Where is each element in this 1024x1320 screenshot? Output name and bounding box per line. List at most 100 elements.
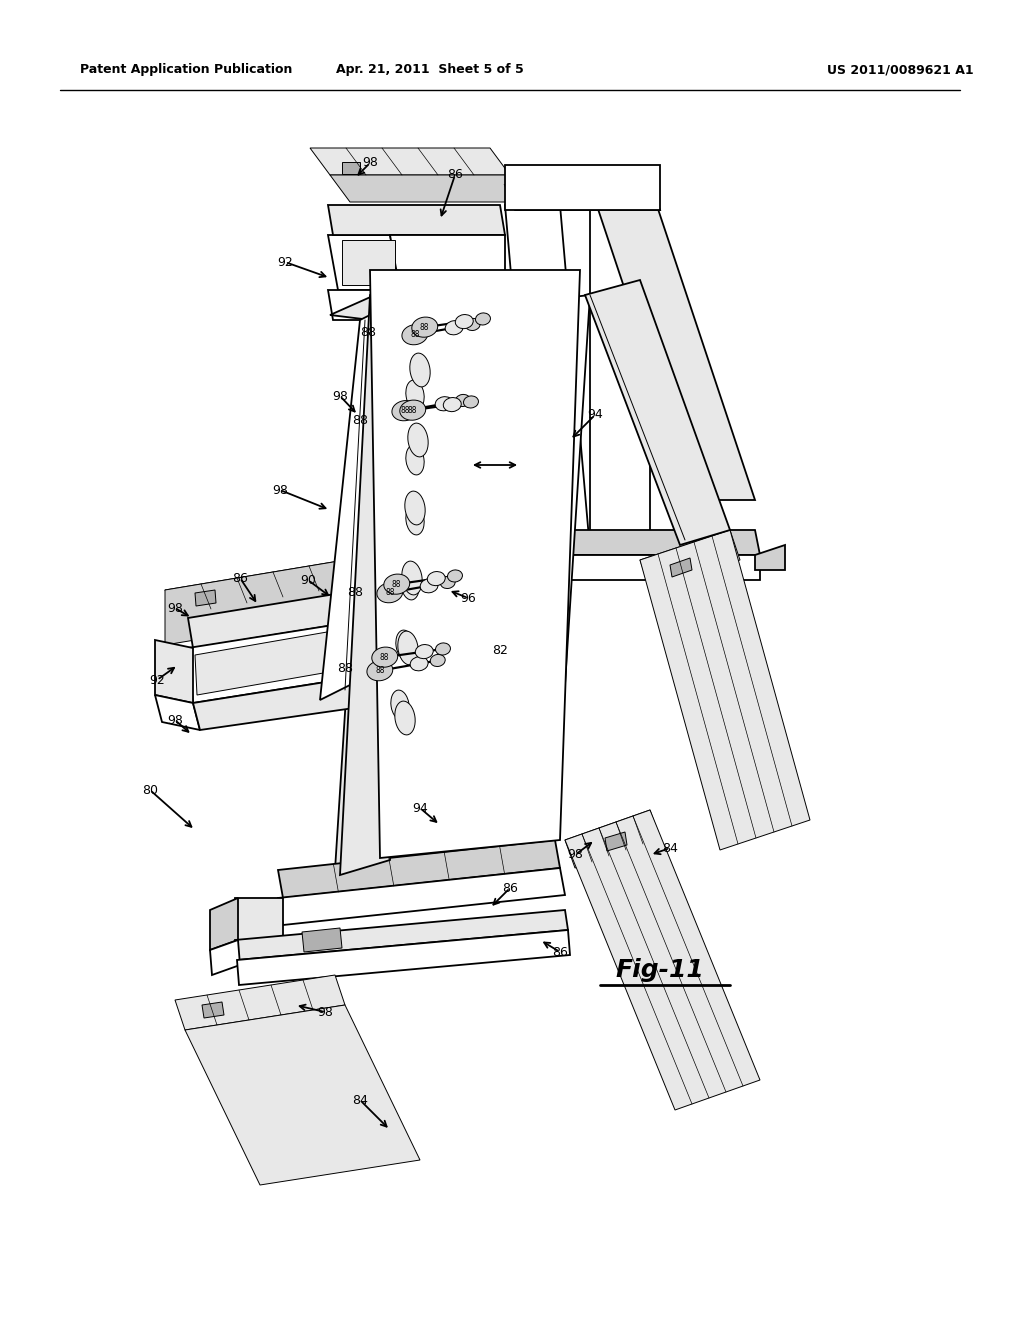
Polygon shape — [234, 909, 568, 960]
Text: 98: 98 — [167, 602, 183, 615]
Polygon shape — [370, 271, 580, 858]
Text: 90: 90 — [300, 573, 316, 586]
Polygon shape — [319, 294, 410, 700]
Ellipse shape — [427, 572, 445, 586]
Ellipse shape — [400, 570, 419, 599]
Polygon shape — [175, 975, 345, 1030]
Polygon shape — [328, 290, 406, 319]
Polygon shape — [195, 628, 352, 696]
Ellipse shape — [401, 325, 428, 345]
Ellipse shape — [445, 321, 463, 335]
Text: 88: 88 — [408, 405, 418, 414]
Text: 80: 80 — [142, 784, 158, 796]
Ellipse shape — [372, 647, 397, 667]
Text: 86: 86 — [447, 169, 463, 181]
Ellipse shape — [416, 644, 433, 659]
Ellipse shape — [447, 570, 463, 582]
Text: 88: 88 — [347, 586, 362, 598]
Ellipse shape — [435, 397, 453, 411]
Polygon shape — [330, 176, 530, 202]
Polygon shape — [505, 205, 590, 550]
Polygon shape — [670, 558, 692, 577]
Polygon shape — [755, 545, 785, 570]
Polygon shape — [278, 869, 565, 925]
Ellipse shape — [377, 582, 402, 603]
Ellipse shape — [465, 318, 480, 330]
Ellipse shape — [392, 400, 418, 421]
Polygon shape — [188, 620, 370, 704]
Text: 98: 98 — [362, 157, 378, 169]
Text: 84: 84 — [663, 842, 678, 854]
Text: 98: 98 — [272, 483, 288, 496]
Polygon shape — [202, 1002, 224, 1018]
Polygon shape — [193, 675, 375, 730]
Polygon shape — [565, 810, 660, 869]
Polygon shape — [155, 640, 193, 704]
Polygon shape — [535, 531, 760, 554]
Polygon shape — [505, 185, 660, 210]
Ellipse shape — [406, 506, 424, 535]
Polygon shape — [342, 240, 395, 285]
Text: 84: 84 — [352, 1093, 368, 1106]
Ellipse shape — [420, 578, 438, 593]
Text: US 2011/0089621 A1: US 2011/0089621 A1 — [826, 63, 974, 77]
Ellipse shape — [408, 424, 428, 457]
Text: 82: 82 — [493, 644, 508, 656]
Text: 88: 88 — [360, 326, 376, 338]
Ellipse shape — [384, 574, 410, 594]
Ellipse shape — [464, 396, 478, 408]
Text: 88: 88 — [385, 589, 394, 597]
Polygon shape — [210, 898, 238, 950]
Text: 88: 88 — [375, 667, 385, 675]
Ellipse shape — [440, 577, 456, 589]
Text: 98: 98 — [167, 714, 183, 726]
Text: 86: 86 — [552, 945, 568, 958]
Polygon shape — [195, 590, 216, 606]
Polygon shape — [400, 290, 505, 319]
Text: 88: 88 — [392, 579, 401, 589]
Polygon shape — [605, 832, 627, 851]
Polygon shape — [342, 162, 360, 174]
Text: 94: 94 — [587, 408, 603, 421]
Polygon shape — [640, 531, 810, 850]
Text: 86: 86 — [502, 882, 518, 895]
Ellipse shape — [391, 690, 410, 719]
Polygon shape — [328, 235, 400, 290]
Polygon shape — [328, 205, 505, 235]
Ellipse shape — [406, 445, 424, 475]
Ellipse shape — [456, 314, 473, 329]
Ellipse shape — [404, 491, 425, 525]
Polygon shape — [640, 531, 740, 590]
Polygon shape — [165, 560, 355, 615]
Text: 98: 98 — [317, 1006, 333, 1019]
Ellipse shape — [395, 701, 415, 735]
Text: 88: 88 — [352, 413, 368, 426]
Polygon shape — [585, 280, 730, 545]
Text: 88: 88 — [337, 661, 353, 675]
Text: 98: 98 — [567, 849, 583, 862]
Text: Apr. 21, 2011  Sheet 5 of 5: Apr. 21, 2011 Sheet 5 of 5 — [336, 63, 524, 77]
Polygon shape — [210, 940, 240, 975]
Ellipse shape — [367, 660, 393, 681]
Ellipse shape — [456, 395, 470, 407]
Ellipse shape — [435, 643, 451, 655]
Ellipse shape — [396, 630, 414, 660]
Polygon shape — [590, 185, 650, 550]
Ellipse shape — [475, 313, 490, 325]
Polygon shape — [565, 810, 760, 1110]
Text: Fig-11: Fig-11 — [615, 958, 705, 982]
Polygon shape — [185, 1005, 420, 1185]
Ellipse shape — [406, 380, 424, 411]
Ellipse shape — [410, 354, 430, 387]
Polygon shape — [310, 148, 510, 176]
Text: 88: 88 — [410, 330, 420, 339]
Text: 86: 86 — [232, 572, 248, 585]
Polygon shape — [510, 554, 540, 579]
Polygon shape — [302, 928, 342, 952]
Text: 88: 88 — [380, 652, 389, 661]
Ellipse shape — [412, 317, 437, 337]
Polygon shape — [590, 185, 755, 500]
Ellipse shape — [443, 397, 461, 412]
Polygon shape — [165, 560, 345, 645]
Text: Patent Application Publication: Patent Application Publication — [80, 63, 293, 77]
